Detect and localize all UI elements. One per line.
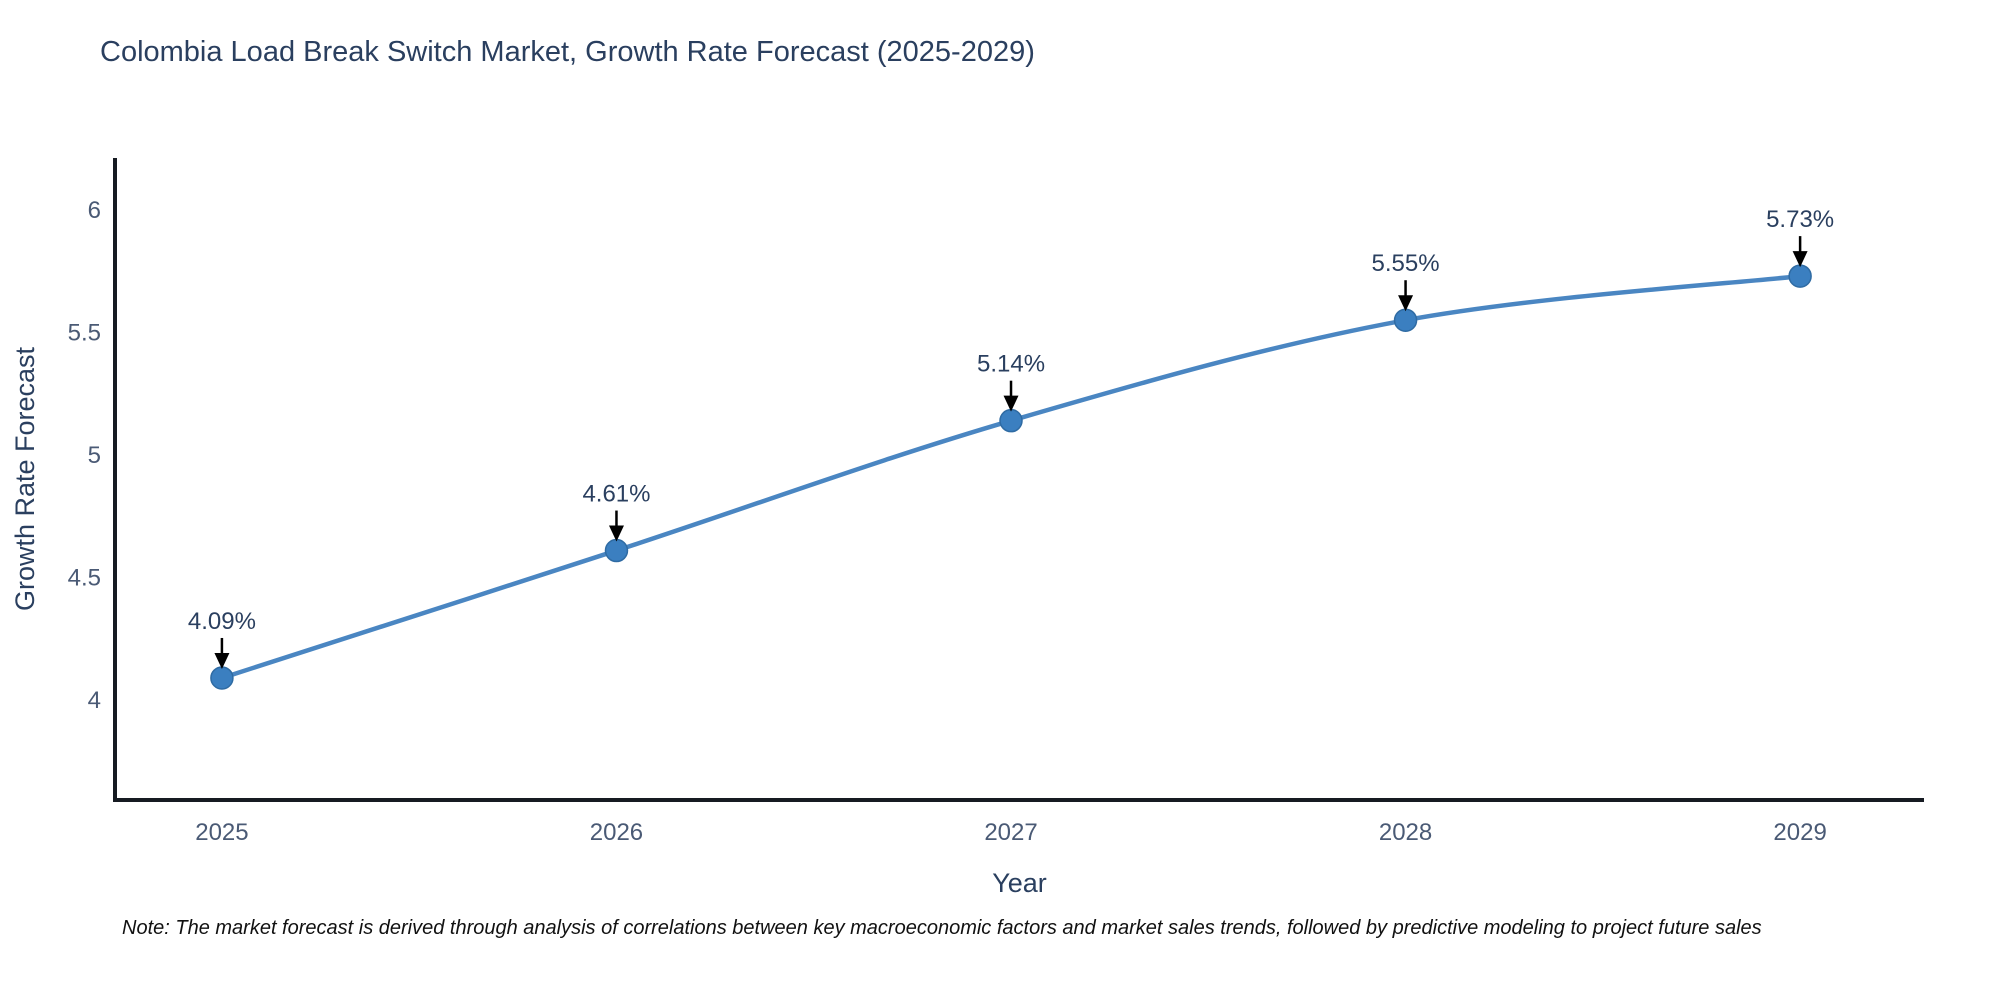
- annotation-arrow-head: [1792, 251, 1808, 268]
- data-point-marker[interactable]: [210, 666, 234, 690]
- x-tick-label: 2029: [1773, 819, 1826, 846]
- data-point-marker[interactable]: [1393, 308, 1418, 332]
- data-point-marker[interactable]: [604, 538, 629, 563]
- annotation-arrow-head: [1003, 395, 1019, 412]
- point-value-label: 4.61%: [582, 481, 650, 508]
- y-axis-title: Growth Rate Forecast: [10, 346, 40, 611]
- point-value-label: 5.73%: [1766, 206, 1834, 233]
- x-axis-title: Year: [992, 868, 1047, 898]
- y-tick-label: 6: [88, 197, 101, 224]
- y-tick-label: 4: [88, 687, 101, 714]
- y-tick-label: 5: [88, 442, 101, 469]
- footnote-text: Note: The market forecast is derived thr…: [122, 917, 1762, 939]
- chart-title: Colombia Load Break Switch Market, Growt…: [100, 36, 1035, 68]
- y-tick-label: 4.5: [68, 565, 101, 592]
- annotation-arrow-head: [1398, 295, 1414, 312]
- annotation-arrow-head: [608, 525, 624, 542]
- x-tick-label: 2025: [195, 819, 248, 846]
- data-point-marker[interactable]: [1788, 264, 1812, 288]
- x-tick-label: 2028: [1379, 819, 1432, 846]
- annotation-arrow-head: [214, 652, 230, 669]
- series-line: [219, 273, 1803, 681]
- point-value-label: 5.14%: [977, 351, 1045, 378]
- x-tick-label: 2026: [590, 819, 643, 846]
- y-tick-label: 5.5: [68, 319, 101, 346]
- point-value-label: 5.55%: [1372, 250, 1440, 277]
- point-value-label: 4.09%: [188, 608, 256, 635]
- data-point-marker[interactable]: [999, 408, 1023, 433]
- x-tick-label: 2027: [984, 819, 1037, 846]
